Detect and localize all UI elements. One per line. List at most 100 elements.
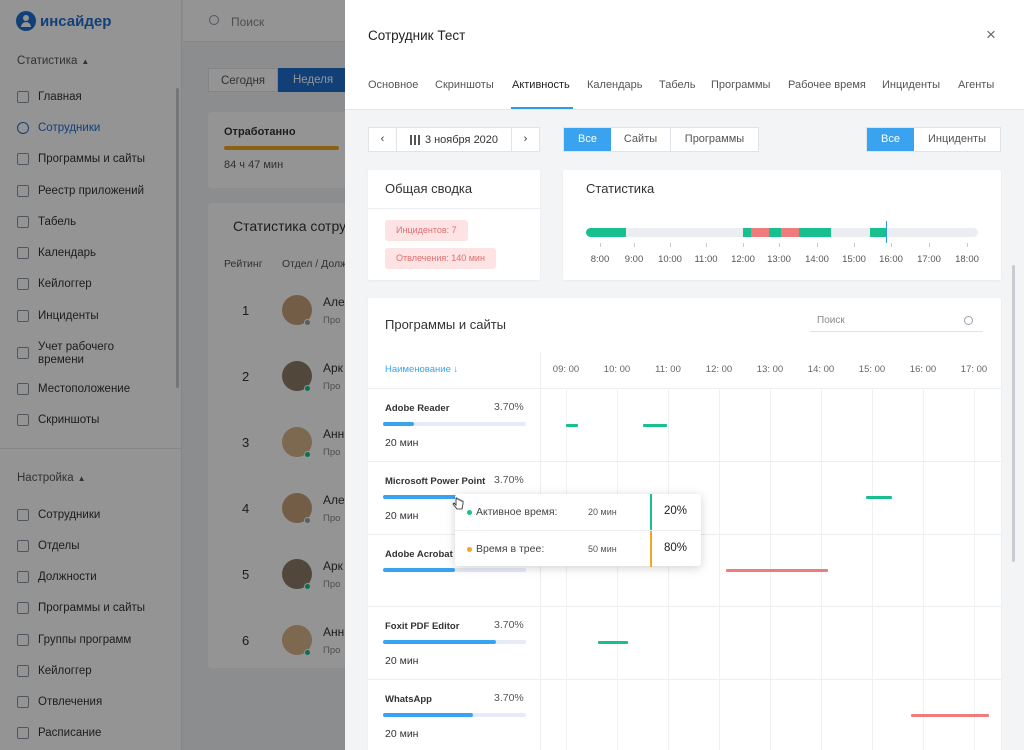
distractions-badge[interactable]: Отвлечения: 140 мин [385,248,496,269]
timeline-active-segment [799,228,831,237]
tab-programs[interactable]: Программы [711,79,771,91]
activity-segment[interactable] [911,714,989,717]
sidebar-section-settings[interactable]: Настройка ▲ [17,472,86,484]
sidebar-item-worktime[interactable]: Учет рабочего времени [17,341,177,367]
active-tab-indicator [511,107,573,109]
sidebar-item-programs[interactable]: Программы и сайты [17,153,177,165]
sort-by-name-button[interactable]: Наименование ↓ [385,364,459,375]
sidebar-item-employees[interactable]: Сотрудники [17,122,177,134]
tab-main[interactable]: Основное [368,79,419,91]
col-rank-header[interactable]: Рейтинг [224,258,263,270]
table-row[interactable]: 1 Але Про [208,279,368,345]
sidebar-item-label: Табель [38,216,77,228]
sidebar-item-settings-keylogger[interactable]: Кейлоггер [17,665,177,677]
next-day-button[interactable]: › [523,133,528,145]
sidebar-item-distractions[interactable]: Отвлечения [17,696,177,708]
employee-name: Анн [323,625,345,639]
date-select[interactable]: 3 ноября 2020 [396,128,512,151]
incident-filter-incidents-button[interactable]: Инциденты [928,133,986,145]
departments-icon [17,540,29,552]
sidebar-item-incidents[interactable]: Инциденты [17,310,177,322]
program-usage-fill [383,422,415,426]
table-row[interactable]: 4 Але Про [208,477,368,543]
rank-number: 4 [242,501,250,516]
sidebar-item-app-registry[interactable]: Реестр приложений [17,185,177,197]
timeline-active-segment [586,228,626,237]
sidebar-item-calendar[interactable]: Календарь [17,247,177,259]
activity-segment[interactable] [643,424,667,427]
filter-programs-button[interactable]: Программы [670,128,758,151]
activity-segment[interactable] [566,424,578,427]
sidebar-item-label: Скриншоты [38,414,100,426]
timeline-tick [743,243,744,247]
period-week-button[interactable]: Неделя [278,68,348,92]
timeline-tick [967,243,968,247]
timeline-incident-segment [751,228,769,237]
panel-title: Сотрудник Тест [368,28,466,43]
brand-name: инсайдер [40,12,112,30]
sidebar-item-label: Программы и сайты [38,153,146,165]
timeline-hour-label: 15:00 [842,254,866,265]
sidebar-item-departments[interactable]: Отделы [17,540,177,552]
table-row[interactable]: 2 Арк Про [208,345,368,411]
sidebar-item-screenshots[interactable]: Скриншоты [17,414,177,426]
activity-segment[interactable] [598,641,628,644]
sidebar-item-settings-programs[interactable]: Программы и сайты [17,602,177,614]
sidebar-item-schedule[interactable]: Расписание [17,727,177,739]
sidebar-section-stats[interactable]: Статистика ▲ [17,55,89,67]
employee-dept: Про [323,513,341,524]
timeline-tick [634,243,635,247]
incidents-badge[interactable]: Инцидентов: 7 [385,220,468,241]
tab-activity[interactable]: Активность [512,79,570,91]
period-today-button[interactable]: Сегодня [208,68,278,92]
filter-all-button[interactable]: Все [564,128,611,151]
table-row[interactable]: 3 Анн Про [208,411,368,477]
table-row[interactable]: 5 Арк Про [208,543,368,609]
sidebar-item-keylogger[interactable]: Кейлоггер [17,278,177,290]
rank-number: 3 [242,435,250,450]
program-usage-bar [383,713,526,717]
activity-segment[interactable] [866,496,892,499]
global-search-input[interactable]: Поиск [231,15,265,29]
table-row[interactable]: 6 Анн Про [208,609,368,675]
tab-calendar[interactable]: Календарь [587,79,643,91]
panel-scrollbar[interactable] [1012,265,1015,562]
sidebar-item-timesheet[interactable]: Табель [17,216,177,228]
tab-worktime[interactable]: Рабочее время [788,79,866,91]
statistics-title: Статистика [586,181,655,196]
modal-backdrop[interactable] [0,0,345,750]
prev-day-button[interactable]: ‹ [380,133,385,145]
activity-segment[interactable] [726,569,828,572]
timeline-hour-label: 16:00 [879,254,903,265]
tooltip-tray-label: Время в трее: [476,543,545,555]
timeline-hour-label: 13:00 [767,254,791,265]
day-timeline[interactable] [586,228,978,237]
close-button[interactable]: × [986,25,996,44]
grid-line [668,388,669,750]
tooltip-active-row: Активное время: 20 мин 20% [455,494,701,530]
col-dept-header[interactable]: Отдел / Долж [282,258,348,270]
sidebar-item-home[interactable]: Главная [17,91,177,103]
sidebar-item-label: Кейлоггер [38,665,92,677]
filter-sites-button[interactable]: Сайты [623,133,658,145]
timeline-hour-label: 12:00 [731,254,755,265]
tooltip-active-minutes: 20 мин [588,507,617,517]
tab-incidents[interactable]: Инциденты [882,79,940,91]
tray-dot-icon [467,547,472,552]
keyboard-icon [17,278,29,290]
sidebar-item-positions[interactable]: Должности [17,571,177,583]
logo[interactable]: инсайдер [16,11,111,31]
timeline-tick [854,243,855,247]
search-placeholder: Поиск [817,315,845,326]
tab-timesheet[interactable]: Табель [659,79,696,91]
incident-filter-all-button[interactable]: Все [867,128,914,151]
type-filter: Все Сайты Программы [563,127,759,152]
tab-agents[interactable]: Агенты [958,79,995,91]
sidebar-item-location[interactable]: Местоположение [17,383,177,395]
tab-screenshots[interactable]: Скриншоты [435,79,494,91]
sidebar-item-program-groups[interactable]: Группы программ [17,634,177,646]
sidebar-item-settings-employees[interactable]: Сотрудники [17,509,177,521]
timeline-hour-label: 14:00 [805,254,829,265]
programs-search-input[interactable]: Поиск [810,310,983,332]
sidebar-scrollbar[interactable] [176,88,179,388]
